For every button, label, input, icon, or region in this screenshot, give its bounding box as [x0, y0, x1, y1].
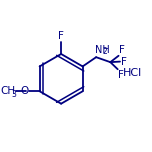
Text: O: O [20, 86, 28, 96]
Text: 3: 3 [12, 90, 16, 99]
Text: F: F [119, 45, 125, 55]
Text: CH: CH [1, 86, 16, 96]
Text: 2: 2 [103, 47, 107, 56]
Text: NH: NH [95, 45, 109, 55]
Text: F: F [121, 57, 127, 67]
Text: HCl: HCl [123, 68, 142, 78]
Text: F: F [58, 31, 64, 41]
Text: F: F [118, 70, 124, 80]
